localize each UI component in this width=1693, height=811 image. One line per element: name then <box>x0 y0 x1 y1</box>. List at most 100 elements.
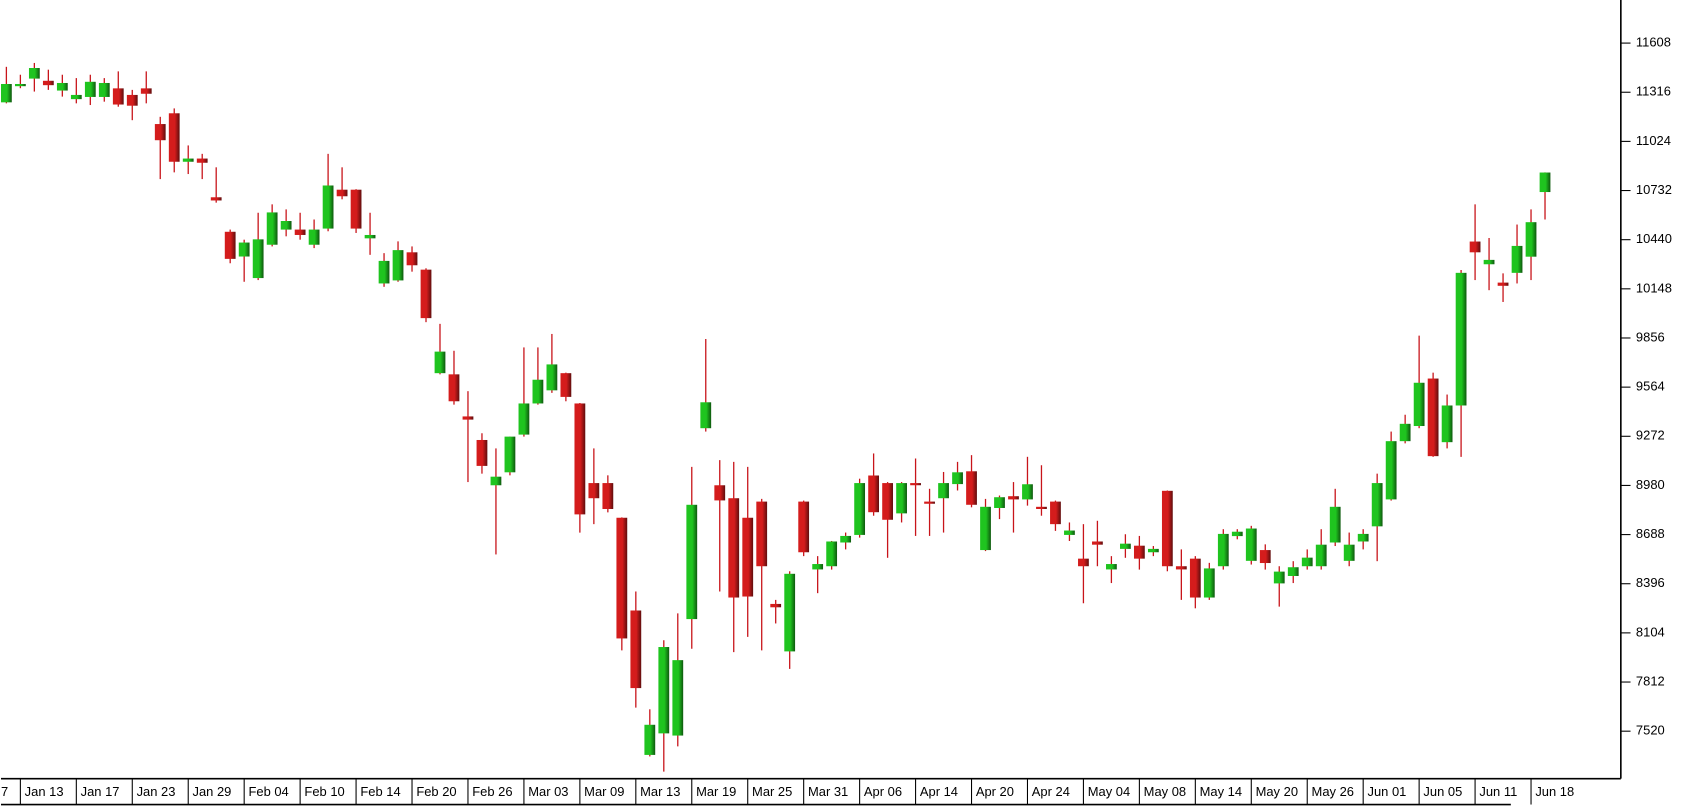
x-tick-label: Mar 03 <box>528 784 568 799</box>
candle-body <box>364 234 376 239</box>
x-tick-label: Apr 24 <box>1032 784 1070 799</box>
x-tick-label: Feb 04 <box>248 784 288 799</box>
candle-body <box>756 501 768 567</box>
candle-body <box>448 374 460 402</box>
candle-body <box>406 252 418 266</box>
candle-body <box>1511 245 1523 273</box>
y-tick-label: 11608 <box>1636 35 1671 50</box>
candle-body <box>1119 543 1131 549</box>
x-tick-label: Jun 18 <box>1535 784 1574 799</box>
candle-body <box>742 517 754 597</box>
candle-body <box>266 212 278 245</box>
x-tick-label: May 26 <box>1312 784 1354 799</box>
candle-body <box>798 501 810 553</box>
x-tick-label: Feb 26 <box>472 784 512 799</box>
candle-body <box>14 83 26 87</box>
candle-body <box>504 436 516 473</box>
candle-body <box>672 660 684 736</box>
candle-body <box>294 229 306 235</box>
x-tick-label: Mar 13 <box>640 784 680 799</box>
x-tick-label: Apr 06 <box>864 784 902 799</box>
candle-body <box>1399 423 1411 442</box>
candle-body <box>42 80 54 86</box>
candle-body <box>168 113 180 162</box>
candle-body <box>1329 506 1341 543</box>
candle-body <box>1133 545 1145 559</box>
y-tick-label: 10732 <box>1636 182 1672 197</box>
candle-body <box>700 402 712 429</box>
candle-body <box>154 124 166 141</box>
candle-body <box>574 403 586 515</box>
x-tick-label: May 20 <box>1256 784 1298 799</box>
candle-body <box>882 483 893 520</box>
candle-body <box>826 541 838 567</box>
y-tick-label: 7812 <box>1636 673 1665 688</box>
x-tick-label: Jun 05 <box>1423 784 1462 799</box>
y-tick-label: 11024 <box>1636 133 1671 148</box>
x-tick-label: 7 <box>1 784 8 799</box>
x-tick-label: Mar 19 <box>696 784 736 799</box>
candle-body <box>1469 241 1481 253</box>
candle-body <box>910 483 921 486</box>
y-tick-label: 10440 <box>1636 231 1672 246</box>
candle-body <box>714 485 726 501</box>
y-tick-label: 9856 <box>1636 329 1665 344</box>
candle-body <box>378 260 390 284</box>
y-tick-label: 11316 <box>1636 84 1671 99</box>
candle-body <box>770 603 782 608</box>
candle-body <box>686 504 698 620</box>
x-tick-label: May 14 <box>1200 784 1242 799</box>
candle-body <box>1539 172 1551 193</box>
candle-body <box>980 506 991 551</box>
x-tick-label: Jun 11 <box>1479 784 1517 799</box>
x-tick-label: May 04 <box>1088 784 1130 799</box>
candle-body <box>644 724 656 755</box>
candle-body <box>140 88 152 94</box>
candle-body <box>462 416 474 420</box>
x-tick-label: Apr 20 <box>976 784 1014 799</box>
y-tick-label: 10148 <box>1636 280 1672 295</box>
candle-body <box>1315 544 1327 567</box>
candle-body <box>70 94 82 100</box>
candle-body <box>182 158 194 162</box>
x-tick-label: Jan 29 <box>193 784 232 799</box>
candle-body <box>1343 544 1355 561</box>
candle-body <box>238 242 250 257</box>
candle-body <box>938 483 949 499</box>
candle-body <box>490 476 502 486</box>
candle-body <box>322 185 334 229</box>
candle-body <box>98 82 110 97</box>
x-tick-label: Jan 17 <box>81 784 120 799</box>
candle-body <box>1231 531 1243 537</box>
candle-body <box>1161 490 1173 567</box>
candle-body <box>0 83 12 103</box>
x-tick-label: Jan 13 <box>25 784 64 799</box>
candle-body <box>224 231 236 259</box>
x-tick-label: Mar 09 <box>584 784 624 799</box>
candle-body <box>728 498 740 598</box>
candle-body <box>56 82 68 91</box>
candle-body <box>1175 566 1187 570</box>
candle-body <box>1259 550 1271 564</box>
candle-body <box>1357 533 1369 542</box>
candle-body <box>952 472 963 485</box>
candle-body <box>1203 568 1215 598</box>
candle-body <box>1301 557 1313 567</box>
candle-body <box>476 439 488 466</box>
x-tick-label: Apr 14 <box>920 784 958 799</box>
candle-body <box>784 573 796 652</box>
candle-body <box>1413 382 1425 427</box>
candle-body <box>616 517 628 639</box>
candle-body <box>336 189 348 197</box>
x-tick-label: Feb 14 <box>360 784 400 799</box>
candle-body <box>1483 259 1495 265</box>
candle-body <box>420 269 432 319</box>
candle-body <box>1092 541 1103 545</box>
y-tick-label: 8396 <box>1636 575 1665 590</box>
y-tick-label: 9272 <box>1636 428 1665 443</box>
x-tick-label: Feb 20 <box>416 784 456 799</box>
candle-body <box>112 88 124 105</box>
candle-body <box>252 239 264 279</box>
x-tick-label: Mar 31 <box>808 784 848 799</box>
